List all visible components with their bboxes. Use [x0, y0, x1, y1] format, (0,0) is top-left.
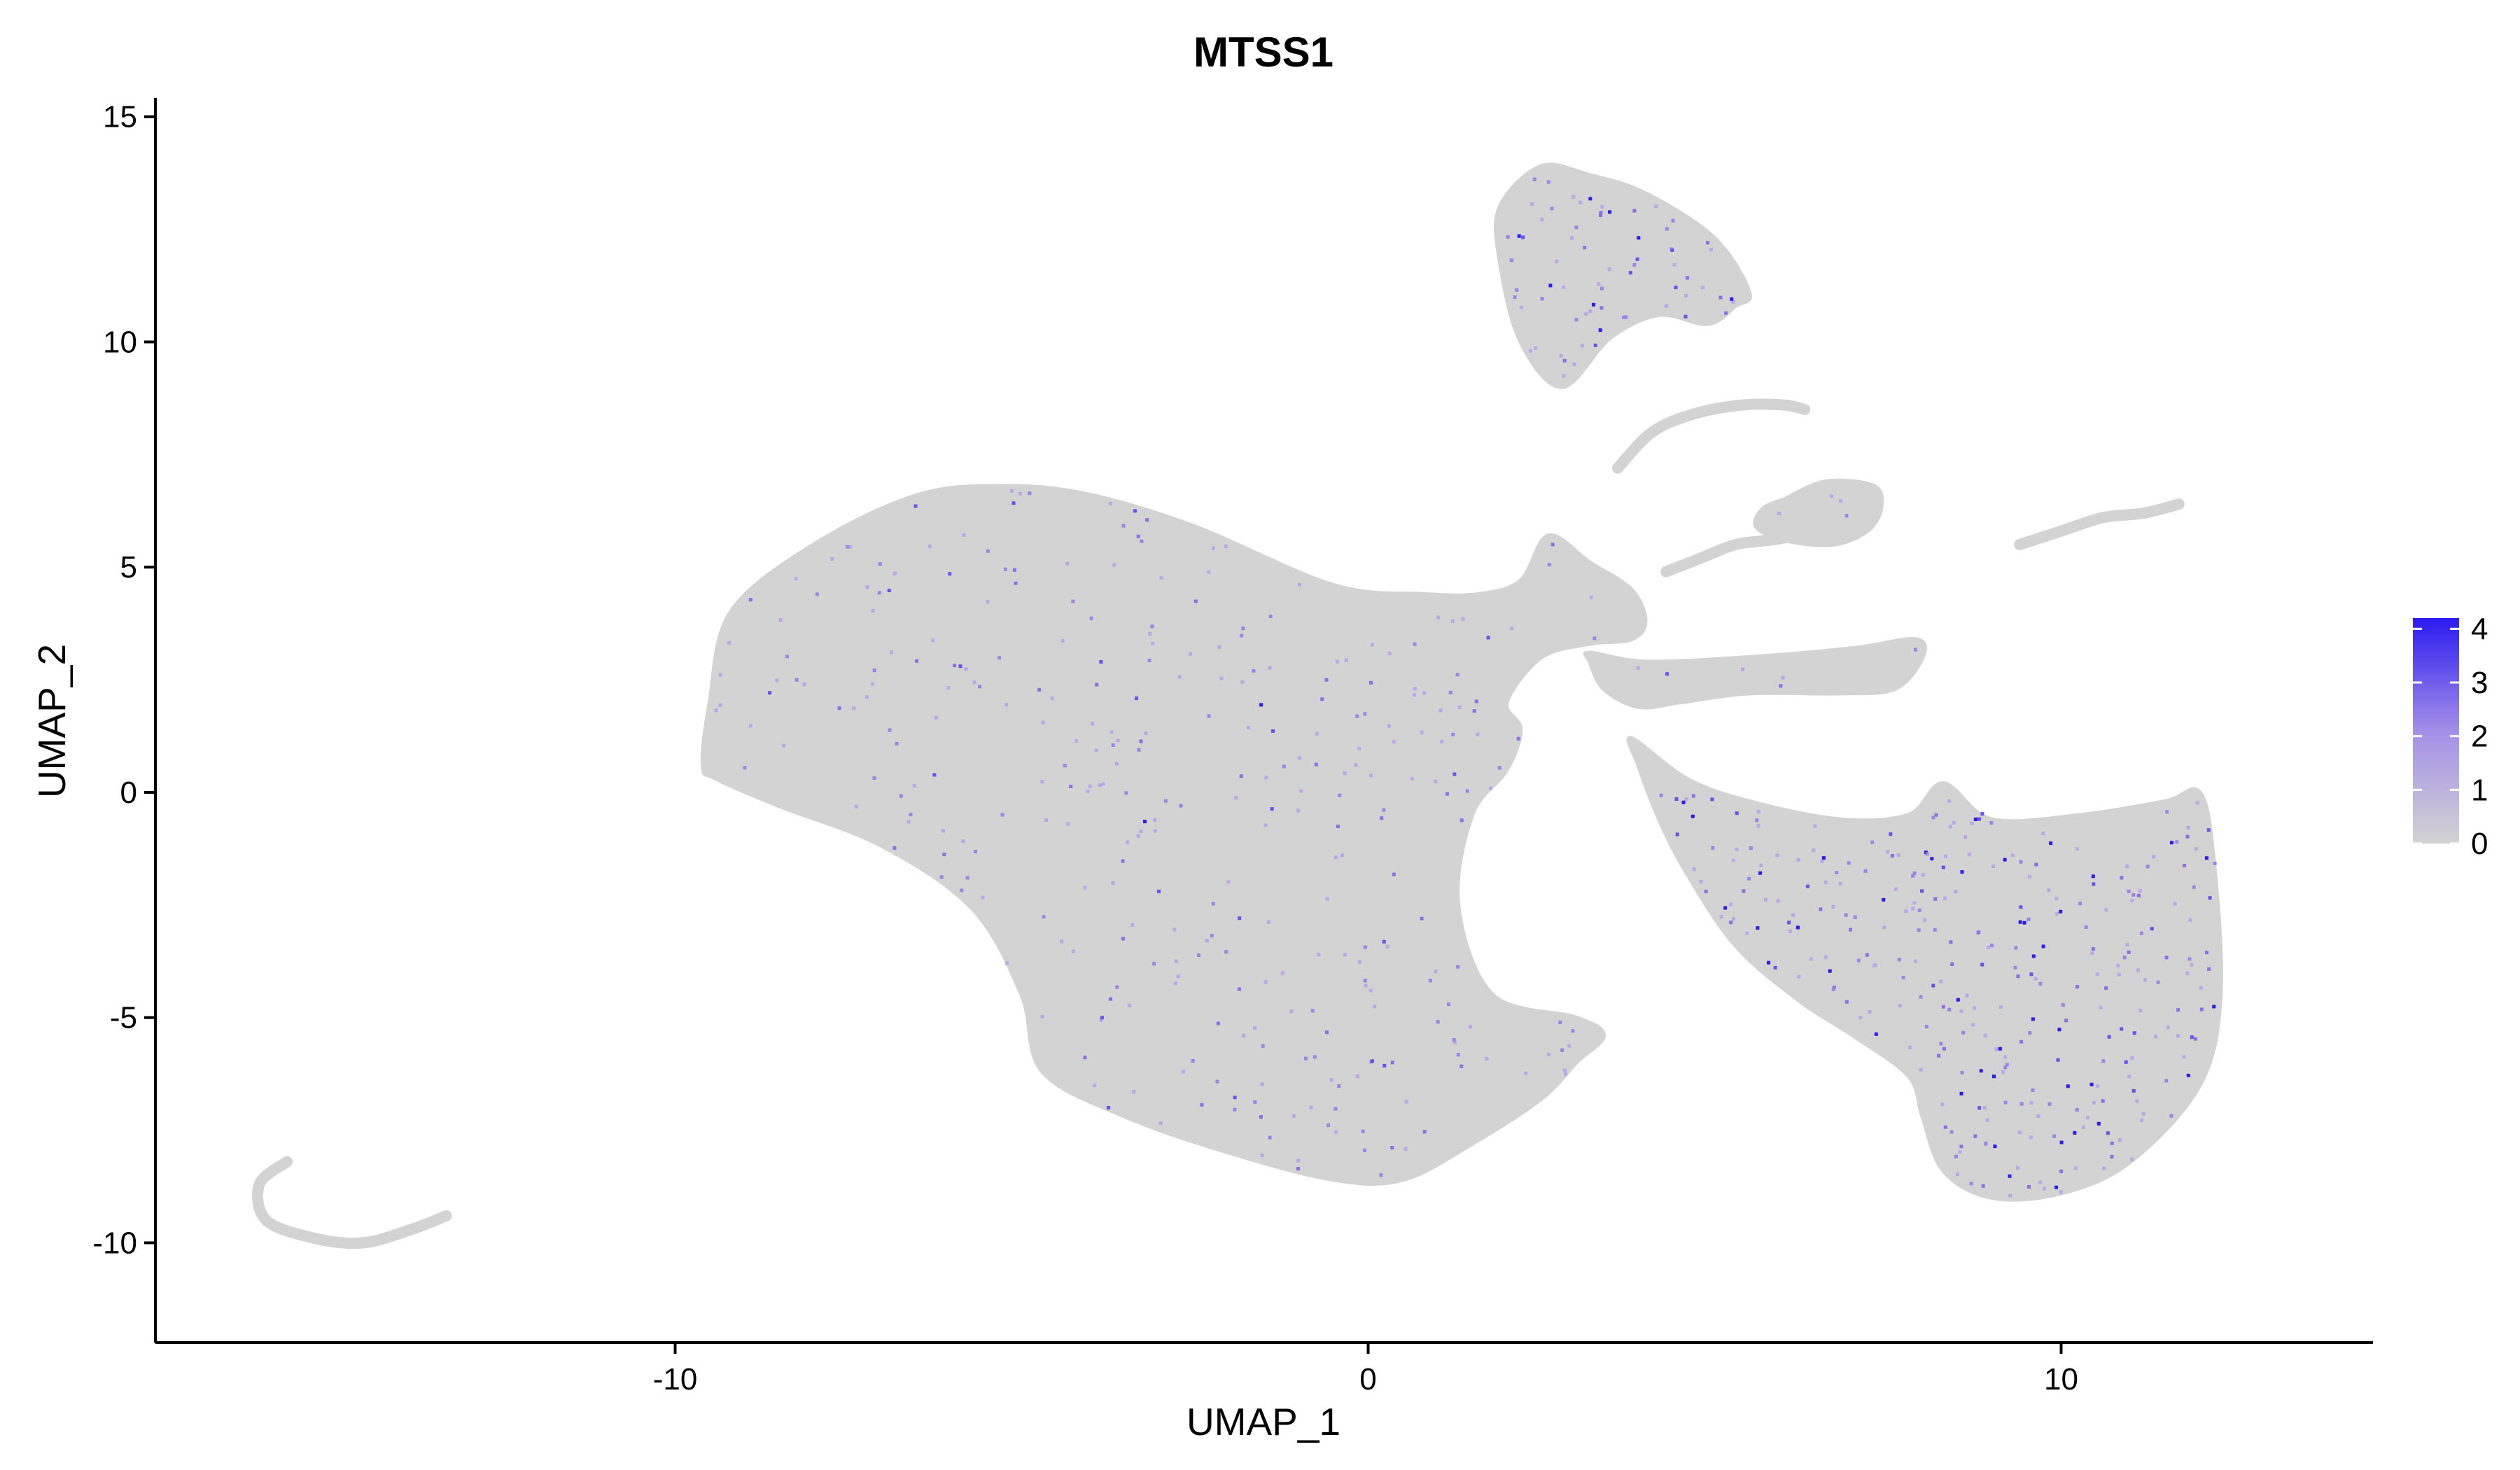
colorbar-tick-label: 2	[2471, 720, 2488, 754]
cell-cluster-4	[1753, 478, 1884, 547]
expressing-cells-3	[1913, 648, 1917, 652]
colorbar-tick-label: 4	[2471, 612, 2488, 646]
x-tick-label: 10	[2044, 1362, 2078, 1396]
y-tick-label: -5	[110, 1001, 137, 1035]
y-tick-label: -10	[92, 1226, 137, 1260]
expressing-cells-3	[1665, 672, 1669, 676]
expression-colorbar-legend: 0 1 2 3 4	[2413, 612, 2488, 861]
x-tick-label: -10	[653, 1362, 698, 1396]
cell-cluster-3	[1583, 636, 1927, 710]
y-tick-label: 0	[120, 776, 137, 810]
colorbar	[2413, 618, 2459, 844]
x-axis-title: UMAP_1	[1186, 1400, 1340, 1443]
x-axis-ticks: -10 0 10	[653, 1343, 2078, 1396]
expressing-cells-3	[1779, 684, 1783, 688]
expressing-cells-2	[1519, 195, 1735, 378]
plot-area	[251, 162, 2223, 1250]
cell-cluster-2	[1493, 162, 1752, 389]
cell-cluster-0	[700, 484, 1648, 1186]
cell-cluster-7	[2014, 498, 2185, 550]
expressing-cells-4	[1844, 514, 1849, 518]
colorbar-tick-label: 0	[2471, 827, 2488, 861]
colorbar-tick-label: 1	[2471, 773, 2488, 807]
y-tick-label: 15	[103, 100, 137, 134]
cell-cluster-8	[251, 1156, 452, 1250]
chart-title: MTSS1	[1194, 29, 1334, 76]
cell-cluster-6	[1660, 530, 1804, 578]
y-axis-ticks: -10 -5 0 5 10 15	[92, 100, 155, 1260]
y-axis-title: UMAP_2	[30, 644, 74, 798]
cell-cluster-5	[1611, 398, 1811, 474]
x-tick-label: 0	[1359, 1362, 1376, 1396]
colorbar-tick-label: 3	[2471, 666, 2488, 700]
y-tick-label: 5	[120, 550, 137, 584]
colorbar-ticks: 0 1 2 3 4	[2413, 612, 2488, 861]
y-tick-label: 10	[103, 325, 137, 359]
